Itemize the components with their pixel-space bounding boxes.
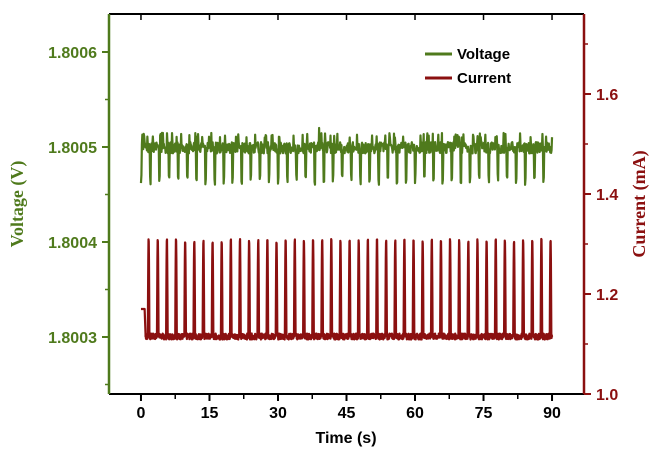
- right-y-tick-label: 1.0: [596, 387, 618, 404]
- left-y-axis-title: Voltage (V): [7, 161, 28, 248]
- right-y-axis-title: Current (mA): [629, 150, 649, 257]
- series-line-voltage: [139, 126, 554, 186]
- x-tick-label: 60: [406, 405, 424, 422]
- legend-label-voltage: Voltage: [457, 46, 510, 63]
- right-y-tick-label: 1.6: [596, 87, 618, 104]
- left-y-tick-label: 1.8003: [48, 330, 97, 347]
- x-tick-label: 75: [475, 405, 493, 422]
- left-y-tick-label: 1.8004: [48, 235, 97, 252]
- x-tick-label: 90: [543, 405, 561, 422]
- legend-label-current: Current: [457, 70, 511, 87]
- right-y-tick-label: 1.2: [596, 287, 618, 304]
- x-tick-label: 30: [269, 405, 287, 422]
- left-y-tick-label: 1.8006: [48, 45, 97, 62]
- x-tick-label: 15: [201, 405, 219, 422]
- left-y-tick-label: 1.8005: [48, 140, 97, 157]
- x-tick-label: 0: [137, 405, 146, 422]
- right-y-tick-label: 1.4: [596, 187, 618, 204]
- x-axis-title: Time (s): [315, 430, 376, 447]
- series-line-current: [140, 237, 554, 341]
- legend: Voltage Current: [425, 46, 511, 87]
- x-tick-label: 45: [338, 405, 356, 422]
